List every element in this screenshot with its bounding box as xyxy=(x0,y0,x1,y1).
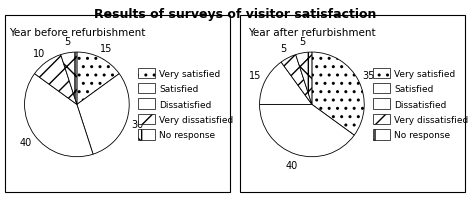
Wedge shape xyxy=(61,53,77,105)
Text: 15: 15 xyxy=(249,71,261,81)
Title: Year after refurbishment: Year after refurbishment xyxy=(248,28,376,38)
Legend: Very satisfied, Satisfied, Dissatisfied, Very dissatisfied, No response: Very satisfied, Satisfied, Dissatisfied,… xyxy=(370,65,470,143)
Wedge shape xyxy=(296,53,312,105)
Wedge shape xyxy=(35,55,77,105)
Wedge shape xyxy=(312,53,364,135)
Title: Year before refurbishment: Year before refurbishment xyxy=(9,28,145,38)
Wedge shape xyxy=(24,74,93,157)
Text: 30: 30 xyxy=(132,120,144,129)
Text: 40: 40 xyxy=(19,137,31,147)
Text: 5: 5 xyxy=(299,37,305,47)
Text: 35: 35 xyxy=(362,71,375,81)
Text: 5: 5 xyxy=(280,43,286,53)
Wedge shape xyxy=(259,105,354,157)
Wedge shape xyxy=(77,74,129,154)
Wedge shape xyxy=(77,53,119,105)
Wedge shape xyxy=(281,55,312,105)
Text: Results of surveys of visitor satisfaction: Results of surveys of visitor satisfacti… xyxy=(94,8,376,21)
Text: 5: 5 xyxy=(64,37,70,47)
Text: 40: 40 xyxy=(286,160,298,170)
Legend: Very satisfied, Satisfied, Dissatisfied, Very dissatisfied, No response: Very satisfied, Satisfied, Dissatisfied,… xyxy=(135,65,236,143)
Text: 15: 15 xyxy=(100,43,112,53)
Wedge shape xyxy=(259,63,312,105)
Text: 10: 10 xyxy=(33,49,46,58)
